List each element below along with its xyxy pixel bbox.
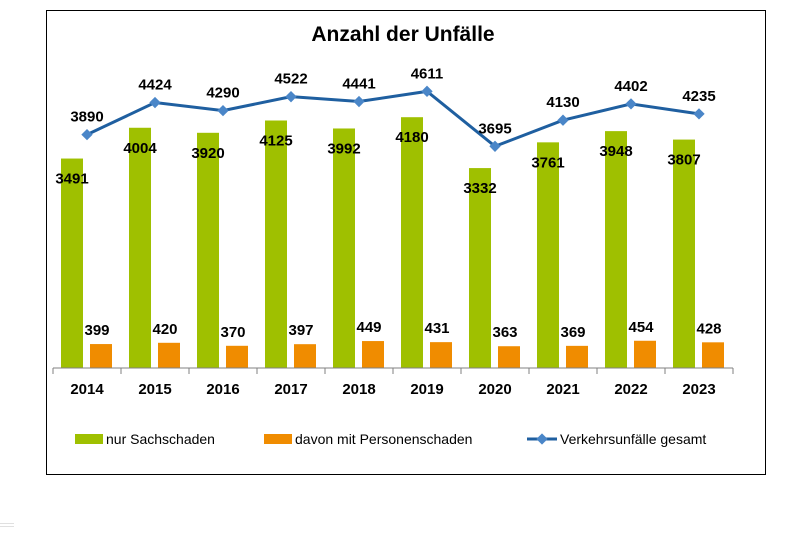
line-gesamt-marker: [625, 98, 637, 110]
data-label-sachschaden: 4004: [123, 140, 157, 157]
legend: nur Sachschaden davon mit Personenschaden…: [75, 431, 706, 447]
line-gesamt-marker: [489, 140, 501, 152]
line-gesamt-marker: [285, 91, 297, 103]
data-label-personenschaden: 431: [424, 320, 449, 337]
bar-personenschaden: [634, 340, 656, 368]
data-label-sachschaden: 3948: [599, 143, 632, 160]
data-label-gesamt: 3890: [70, 109, 103, 126]
bar-personenschaden: [702, 342, 724, 368]
chart-title: Anzahl der Unfälle: [311, 23, 494, 46]
data-label-personenschaden: 454: [628, 319, 654, 336]
bar-personenschaden: [158, 342, 180, 368]
line-gesamt: [86, 89, 700, 149]
chart-frame: Anzahl der Unfälle 2014 2015 2016 2017 2018 2…: [46, 10, 766, 475]
legend-label-gesamt: Verkehrsunfälle gesamt: [560, 431, 706, 447]
bar-sachschaden: [673, 139, 695, 368]
data-label-personenschaden: 428: [696, 320, 721, 337]
data-label-personenschaden: 399: [84, 322, 109, 339]
data-label-sachschaden: 4180: [395, 129, 428, 146]
data-label-gesamt: 4441: [342, 76, 375, 93]
data-label-personenschaden: 369: [560, 324, 585, 341]
bar-sachschaden: [265, 120, 287, 368]
data-label-gesamt: 4290: [206, 85, 239, 102]
bar-personenschaden: [294, 344, 316, 368]
data-label-personenschaden: 449: [356, 319, 381, 336]
line-gesamt-marker: [149, 96, 161, 109]
page-corner-mark: [0, 523, 14, 527]
x-tick-label: 2015: [138, 381, 171, 398]
line-gesamt-marker: [217, 104, 229, 117]
x-tick-label: 2023: [682, 381, 715, 398]
x-tick-label: 2021: [546, 381, 579, 398]
bar-personenschaden: [90, 344, 112, 368]
bar-personenschaden: [430, 342, 452, 368]
legend-label-personenschaden: davon mit Personenschaden: [295, 431, 472, 447]
bar-sachschaden: [61, 158, 83, 368]
data-label-sachschaden: 4125: [259, 133, 292, 150]
bar-personenschaden: [566, 345, 588, 368]
x-tick-label: 2017: [274, 381, 307, 398]
legend-swatch-personenschaden: [264, 434, 292, 444]
data-label-gesamt: 4235: [682, 88, 715, 105]
bar-sachschaden: [129, 127, 151, 368]
data-label-personenschaden: 363: [492, 324, 517, 341]
bar-personenschaden: [498, 346, 520, 368]
legend-label-sachschaden: nur Sachschaden: [106, 431, 215, 447]
line-gesamt-marker: [693, 108, 705, 120]
data-label-sachschaden: 3332: [463, 180, 496, 197]
plot-area: 2014 2015 2016 2017 2018 2019 2020 2021 2022 2023…: [52, 65, 734, 398]
data-label-sachschaden: 3761: [531, 154, 564, 171]
bar-sachschaden: [469, 168, 491, 368]
x-tick-label: 2022: [614, 381, 647, 398]
data-label-gesamt: 4522: [274, 71, 307, 88]
legend-swatch-sachschaden: [75, 434, 103, 444]
data-label-gesamt: 4130: [546, 94, 579, 111]
bar-sachschaden: [605, 131, 627, 368]
bar-sachschaden: [333, 128, 355, 368]
data-label-sachschaden: 3807: [667, 152, 700, 169]
bar-sachschaden: [197, 132, 219, 368]
legend-marker-gesamt: [536, 433, 548, 445]
line-gesamt-marker: [353, 95, 365, 108]
data-label-gesamt: 4611: [411, 65, 444, 82]
x-tick-label: 2019: [410, 381, 443, 398]
data-label-gesamt: 4402: [614, 78, 647, 95]
bar-sachschaden: [401, 117, 423, 368]
data-label-sachschaden: 3491: [55, 171, 88, 188]
data-label-sachschaden: 3992: [327, 140, 360, 157]
data-label-gesamt: 3695: [478, 120, 511, 137]
data-label-gesamt: 4424: [138, 77, 172, 94]
chart-svg: Anzahl der Unfälle 2014 2015 2016 2017 2018 2…: [52, 23, 734, 447]
bar-personenschaden: [362, 341, 384, 368]
data-label-personenschaden: 397: [288, 322, 313, 339]
line-gesamt-marker: [81, 128, 93, 141]
bar-personenschaden: [226, 345, 248, 368]
x-tick-label: 2016: [206, 381, 239, 398]
line-gesamt-marker: [557, 114, 569, 126]
data-label-personenschaden: 370: [220, 324, 245, 341]
x-tick-label: 2018: [342, 381, 375, 398]
x-tick-label: 2020: [478, 381, 511, 398]
data-label-sachschaden: 3920: [191, 145, 224, 162]
x-tick-label: 2014: [70, 381, 104, 398]
bar-sachschaden: [537, 142, 559, 368]
data-label-personenschaden: 420: [152, 321, 177, 338]
